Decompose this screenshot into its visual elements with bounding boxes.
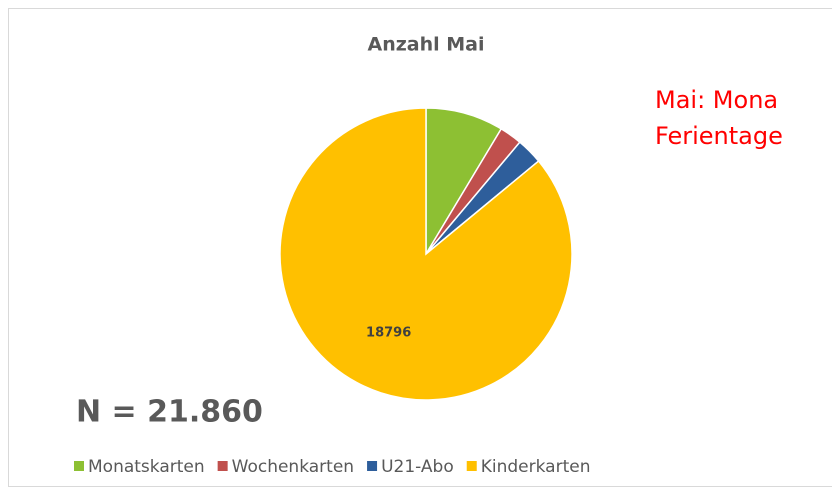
legend-swatch <box>74 461 84 471</box>
legend-label: U21-Abo <box>381 457 454 477</box>
chart-title: Anzahl Mai <box>367 34 484 56</box>
legend-swatch <box>217 461 228 471</box>
legend-label: Monatskarten <box>88 457 205 477</box>
annotation: Mai: Mona <box>655 86 778 114</box>
pie-slice <box>279 107 573 401</box>
legend-swatch <box>367 461 378 471</box>
legend-label: Wochenkarten <box>232 457 354 477</box>
legend-swatch <box>466 461 477 471</box>
data-label: 18796 <box>366 326 411 341</box>
annotation: Ferientage <box>655 122 783 150</box>
annotation: N = 21.860 <box>76 395 263 430</box>
legend-label: Kinderkarten <box>481 457 591 477</box>
